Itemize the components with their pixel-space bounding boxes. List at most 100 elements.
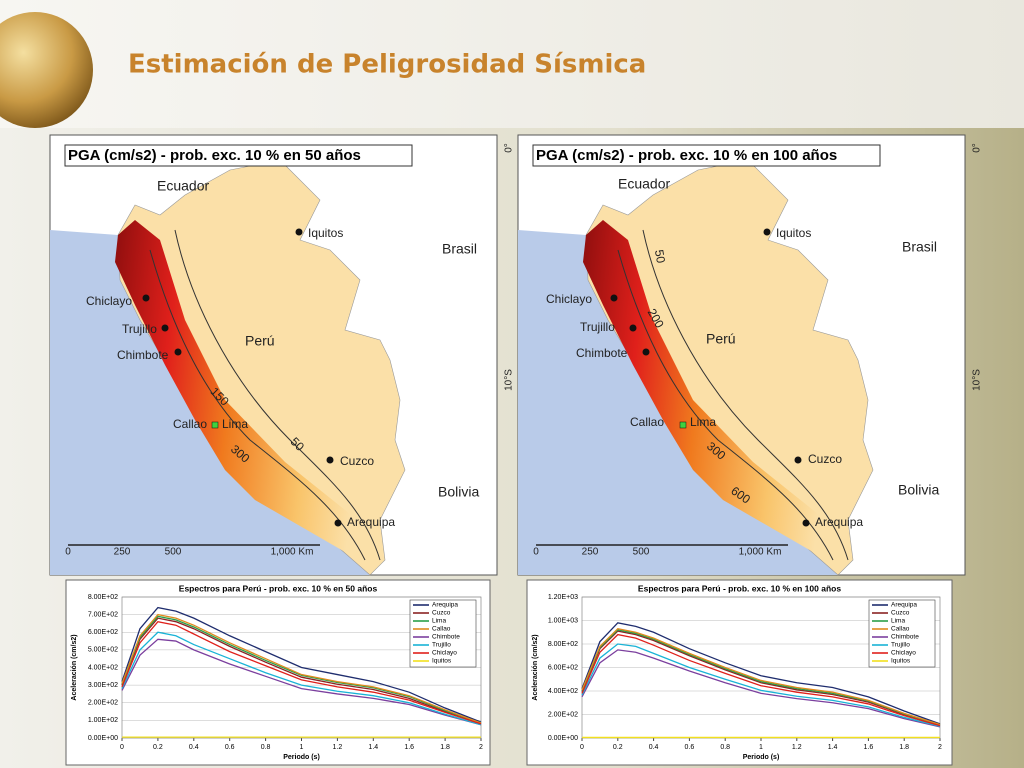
x-tick-label: 0.8: [261, 744, 271, 751]
city-label: Lima: [690, 415, 716, 429]
map-title: PGA (cm/s2) - prob. exc. 10 % en 100 año…: [536, 147, 837, 164]
legend-label: Callao: [891, 626, 910, 633]
legend-label: Callao: [432, 626, 451, 633]
city-label: Chimbote: [117, 348, 169, 362]
country-label: Brasil: [442, 241, 477, 257]
y-tick-label: 8.00E+02: [88, 594, 118, 601]
latitude-label: 10°S: [504, 369, 515, 391]
map-title: PGA (cm/s2) - prob. exc. 10 % en 50 años: [68, 147, 361, 164]
city-label: Callao: [173, 417, 207, 431]
legend-label: Iquitos: [432, 658, 452, 665]
y-tick-label: 0.00E+00: [548, 735, 578, 742]
series-line: [121, 638, 482, 726]
series-line: [121, 631, 482, 726]
series-line: [121, 620, 482, 725]
scale-label: 500: [633, 547, 650, 558]
x-tick-label: 2: [938, 744, 942, 751]
x-tick-label: 1: [300, 744, 304, 751]
city-label: Lima: [222, 417, 248, 431]
city-label: Iquitos: [776, 226, 811, 240]
city-label: Trujillo: [580, 320, 615, 334]
series-line: [581, 622, 941, 725]
country-label: Brasil: [902, 239, 937, 255]
series-line: [121, 617, 482, 725]
x-tick-label: 0.4: [189, 744, 199, 751]
scale-label: 1,000 Km: [739, 547, 782, 558]
city-label: Arequipa: [815, 515, 863, 529]
contour-label: 50: [652, 249, 668, 265]
x-tick-label: 1.6: [404, 744, 414, 751]
plot-border: [121, 596, 482, 739]
legend-label: Arequipa: [432, 602, 458, 609]
y-tick-label: 4.00E+02: [88, 664, 118, 671]
series-line: [581, 649, 941, 728]
x-tick-label: 0.2: [153, 744, 163, 751]
country-label: Perú: [245, 333, 275, 349]
legend-label: Lima: [891, 618, 905, 625]
x-tick-label: 0.8: [720, 744, 730, 751]
legend-label: Cuzco: [891, 610, 910, 617]
legend-label: Chimbote: [891, 634, 919, 641]
series-line: [581, 630, 941, 726]
charts: Espectros para Perú - prob. exc. 10 % en…: [65, 579, 953, 766]
scale-label: 0: [533, 547, 539, 558]
legend-label: Trujillo: [891, 642, 910, 649]
x-axis-label: Periodo (s): [283, 754, 320, 761]
map: PGA (cm/s2) - prob. exc. 10 % en 50 años…: [49, 134, 515, 576]
country-label: Bolivia: [438, 484, 479, 500]
series-line: [121, 615, 482, 724]
x-tick-label: 0.6: [685, 744, 695, 751]
x-tick-label: 0: [580, 744, 584, 751]
city-label: Chimbote: [576, 346, 628, 360]
y-tick-label: 1.00E+03: [548, 617, 578, 624]
scale-label: 0: [65, 547, 71, 558]
legend-label: Arequipa: [891, 602, 917, 609]
y-tick-label: 8.00E+02: [548, 641, 578, 648]
legend-label: Chiclayo: [432, 650, 457, 657]
chart-title: Espectros para Perú - prob. exc. 10 % en…: [179, 583, 378, 593]
x-tick-label: 0.4: [649, 744, 659, 751]
x-tick-label: 0.2: [613, 744, 623, 751]
series-line: [581, 628, 941, 726]
latitude-label: 0°: [504, 143, 515, 153]
y-tick-label: 5.00E+02: [88, 647, 118, 654]
city-label: Cuzco: [808, 452, 842, 466]
series-line: [581, 633, 941, 727]
y-tick-label: 7.00E+02: [88, 611, 118, 618]
x-tick-label: 1: [759, 744, 763, 751]
legend-label: Iquitos: [891, 658, 911, 665]
y-axis-label: Aceleración (cm/s2): [71, 634, 78, 700]
x-tick-label: 1.8: [899, 744, 909, 751]
series-line: [121, 606, 482, 723]
x-tick-label: 1.6: [864, 744, 874, 751]
legend-label: Cuzco: [432, 610, 451, 617]
y-axis-label: Aceleración (cm/s2): [532, 634, 539, 700]
y-tick-label: 1.00E+02: [88, 717, 118, 724]
country-label: Perú: [706, 331, 736, 347]
legend-box: [409, 599, 477, 668]
city-label: Arequipa: [347, 515, 395, 529]
x-tick-label: 1.4: [368, 744, 378, 751]
latitude-label: 0°: [972, 143, 983, 153]
x-tick-label: 1.4: [828, 744, 838, 751]
legend-label: Trujillo: [432, 642, 451, 649]
globe-icon: [0, 12, 93, 128]
y-tick-label: 6.00E+02: [548, 664, 578, 671]
legend-box: [868, 599, 936, 668]
scale-label: 250: [114, 547, 131, 558]
x-axis-label: Periodo (s): [743, 754, 780, 761]
city-label: Chiclayo: [546, 292, 592, 306]
country-label: Bolivia: [898, 482, 939, 498]
country-label: Ecuador: [618, 176, 670, 192]
series-line: [581, 643, 941, 727]
x-tick-label: 1.2: [333, 744, 343, 751]
x-tick-label: 0: [120, 744, 124, 751]
y-tick-label: 4.00E+02: [548, 688, 578, 695]
x-tick-label: 1.8: [440, 744, 450, 751]
x-tick-label: 2: [479, 744, 483, 751]
slide-title: Estimación de Peligrosidad Sísmica: [128, 50, 646, 80]
series-line: [121, 613, 482, 724]
city-label: Cuzco: [340, 454, 374, 468]
city-label: Chiclayo: [86, 294, 132, 308]
